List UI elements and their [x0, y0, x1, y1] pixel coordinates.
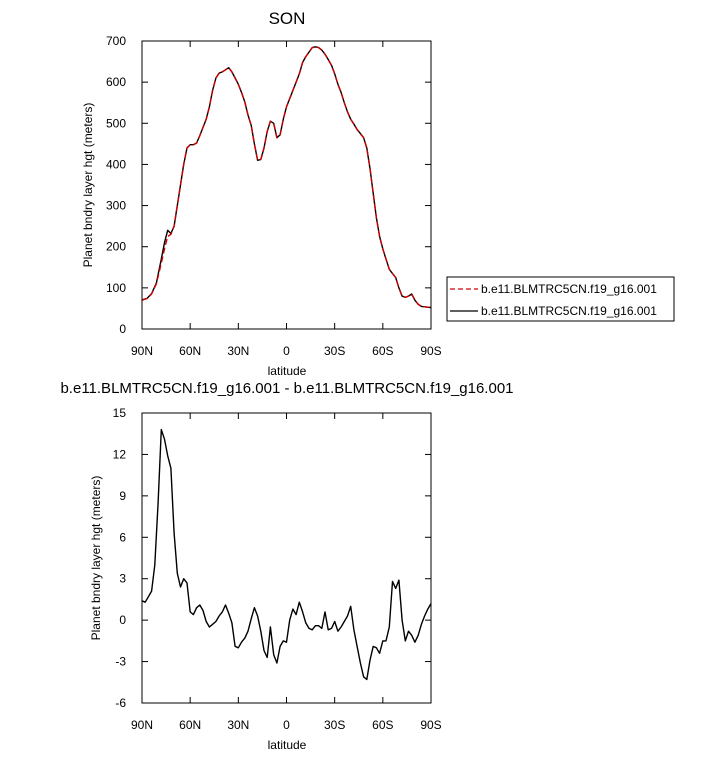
top-y-tick-label: 100: [106, 281, 126, 295]
top-x-axis-label: latitude: [268, 364, 307, 378]
top-chart-title: SON: [269, 9, 306, 28]
bottom-y-tick-label: 15: [113, 406, 127, 420]
top-panel: SON 90N 60N 30N 0 30S 60S 90S 0 100 200 300 400 500…: [81, 9, 675, 378]
bottom-x-axis-label: latitude: [268, 738, 307, 752]
bottom-x-axis: 90N 60N 30N 0 30S 60S 90S: [131, 413, 442, 732]
bottom-y-tick-label: 12: [113, 447, 127, 461]
legend-label-series-2: b.e11.BLMTRC5CN.f19_g16.001: [481, 304, 657, 318]
top-plot-frame: [141, 40, 432, 330]
bottom-chart-title: b.e11.BLMTRC5CN.f19_g16.001 - b.e11.BLMT…: [60, 380, 513, 397]
top-y-tick-label: 0: [119, 322, 126, 336]
top-y-tick-label: 500: [106, 116, 126, 130]
bottom-x-tick-label: 0: [283, 718, 290, 732]
top-x-axis: 90N 60N 30N 0 30S 60S 90S: [131, 41, 442, 358]
bottom-x-tick-label: 90N: [131, 718, 153, 732]
legend-label-series-1: b.e11.BLMTRC5CN.f19_g16.001: [481, 282, 657, 296]
bottom-x-tick-label: 90S: [420, 718, 441, 732]
top-series-group: [141, 46, 432, 309]
top-x-tick-label: 60S: [372, 344, 393, 358]
top-series-line-1: [141, 46, 432, 309]
top-x-tick-label: 30N: [227, 344, 249, 358]
top-series-line-2: [141, 46, 432, 309]
bottom-series-group: [141, 428, 432, 681]
bottom-y-tick-label: 9: [119, 489, 126, 503]
bottom-x-tick-label: 30S: [324, 718, 345, 732]
bottom-y-axis-label: Planet bndry layer hgt (meters): [89, 476, 103, 641]
bottom-panel: b.e11.BLMTRC5CN.f19_g16.001 - b.e11.BLMT…: [60, 380, 513, 752]
bottom-x-tick-label: 60S: [372, 718, 393, 732]
bottom-series-line-1: [141, 428, 432, 681]
top-y-tick-label: 400: [106, 157, 126, 171]
bottom-y-tick-label: -6: [115, 696, 126, 710]
legend: b.e11.BLMTRC5CN.f19_g16.001 b.e11.BLMTRC…: [446, 276, 675, 322]
top-y-tick-label: 300: [106, 199, 126, 213]
top-x-tick-label: 30S: [324, 344, 345, 358]
top-y-tick-label: 200: [106, 240, 126, 254]
bottom-y-tick-label: -3: [115, 655, 126, 669]
bottom-y-axis: -6 -3 0 3 6 9 12 15: [113, 406, 431, 710]
bottom-y-tick-label: 6: [119, 530, 126, 544]
bottom-y-tick-label: 0: [119, 613, 126, 627]
bottom-x-tick-label: 30N: [227, 718, 249, 732]
top-y-tick-label: 600: [106, 75, 126, 89]
bottom-plot-frame: [141, 412, 432, 704]
top-y-axis-label: Planet bndry layer hgt (meters): [81, 103, 95, 268]
top-x-tick-label: 90S: [420, 344, 441, 358]
legend-box: [446, 276, 675, 322]
top-x-tick-label: 0: [283, 344, 290, 358]
bottom-x-tick-label: 60N: [179, 718, 201, 732]
top-y-axis: 0 100 200 300 400 500 600 700: [106, 34, 431, 336]
top-x-tick-label: 60N: [179, 344, 201, 358]
top-x-tick-label: 90N: [131, 344, 153, 358]
bottom-y-tick-label: 3: [119, 572, 126, 586]
top-y-tick-label: 700: [106, 34, 126, 48]
